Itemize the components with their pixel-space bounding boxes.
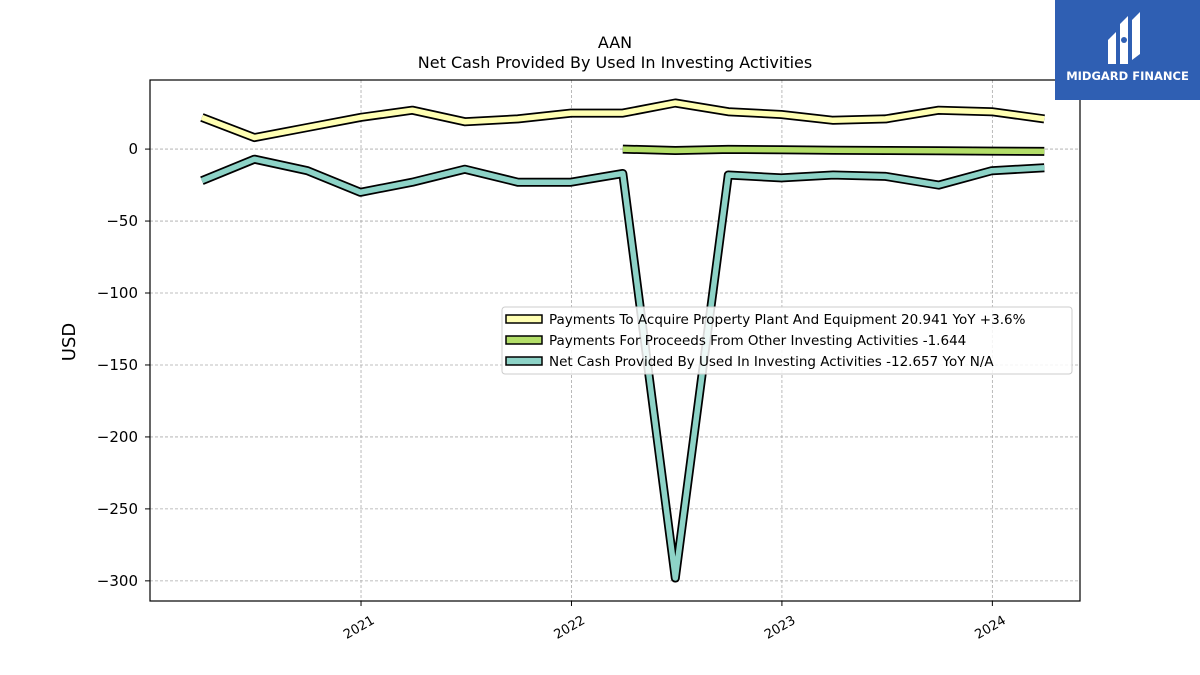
chart-subtitle: Net Cash Provided By Used In Investing A…	[418, 53, 812, 72]
series-layer	[200, 98, 1045, 583]
y-tick-label: −100	[97, 284, 138, 302]
legend-label: Net Cash Provided By Used In Investing A…	[549, 354, 994, 370]
series-1	[200, 98, 1045, 143]
y-tick-label: 0	[128, 140, 138, 158]
grid	[150, 80, 1080, 601]
x-tick-label: 2023	[762, 613, 798, 643]
series-line	[622, 146, 1045, 155]
legend: Payments To Acquire Property Plant And E…	[501, 306, 1073, 375]
chart-title: AAN	[598, 33, 632, 52]
y-tick-label: −50	[106, 212, 138, 230]
y-tick-label: −200	[97, 428, 138, 446]
legend-swatch	[505, 314, 543, 324]
logo-text: MIDGARD FINANCE	[1066, 69, 1189, 83]
plot-frame	[149, 79, 1081, 602]
brand-logo: MIDGARD FINANCE	[1055, 0, 1200, 100]
x-tick-label: 2024	[973, 613, 1009, 643]
legend-swatch	[505, 335, 543, 345]
logo-mark-icon	[1108, 12, 1140, 64]
x-tick-label: 2021	[341, 613, 377, 643]
y-tick-label: −250	[97, 500, 138, 518]
legend-swatch	[505, 356, 543, 366]
series-line-outline	[200, 98, 1045, 143]
legend-box	[501, 306, 1073, 375]
y-tick-label: −150	[97, 356, 138, 374]
legend-label: Payments To Acquire Property Plant And E…	[549, 312, 1026, 328]
y-axis-label: USD	[59, 323, 80, 361]
x-tick-label: 2022	[552, 613, 588, 643]
series-2	[622, 144, 1045, 156]
legend-label: Payments For Proceeds From Other Investi…	[549, 333, 966, 349]
series-line	[200, 100, 1045, 141]
series-line	[200, 156, 1045, 581]
series-3	[200, 154, 1045, 583]
ticks: 0 −50 −100 −150 −200 −250 −300 2021 2022 2023 2024	[97, 140, 1009, 643]
y-tick-label: −300	[97, 572, 138, 590]
